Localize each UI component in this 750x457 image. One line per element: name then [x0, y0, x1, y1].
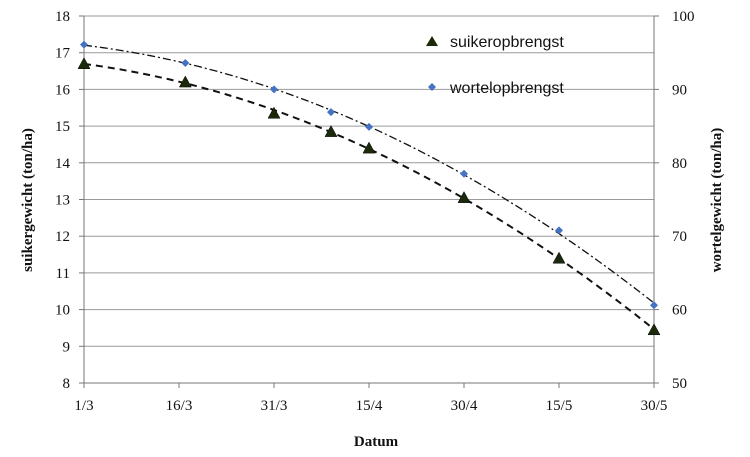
- right-axis-ticks: 50 60 70 80 90 100: [654, 9, 695, 392]
- point-wortelopbrengst: [80, 40, 88, 49]
- x-tick-label: 30/4: [451, 398, 478, 414]
- legend-label-wortelopbrengst: wortelopbrengst: [449, 80, 564, 97]
- right-tick-label: 100: [672, 9, 695, 25]
- point-wortelopbrengst: [181, 58, 190, 67]
- point-suikeropbrengst: [552, 251, 566, 264]
- left-tick-label: 11: [56, 266, 70, 282]
- legend-diamond-marker: [428, 83, 436, 91]
- point-suikeropbrengst: [362, 141, 376, 154]
- point-wortelopbrengst: [327, 108, 335, 117]
- left-tick-label: 8: [63, 376, 71, 392]
- trendlines: [83, 44, 655, 330]
- left-tick-label: 17: [55, 46, 71, 62]
- x-tick-label: 15/5: [546, 398, 573, 414]
- right-tick-label: 80: [672, 156, 687, 172]
- x-tick-label: 1/3: [74, 398, 93, 414]
- x-tick-label: 30/5: [641, 398, 668, 414]
- legend-label-suikeropbrengst: suikeropbrengst: [450, 34, 564, 51]
- left-tick-label: 18: [55, 9, 70, 25]
- point-suikeropbrengst: [457, 191, 471, 203]
- point-suikeropbrengst: [324, 125, 338, 137]
- point-suikeropbrengst: [77, 57, 91, 69]
- x-tick-label: 15/4: [356, 398, 383, 414]
- point-wortelopbrengst: [365, 122, 373, 131]
- left-tick-label: 15: [55, 119, 70, 135]
- x-tick-label: 16/3: [166, 398, 193, 414]
- right-tick-label: 90: [672, 82, 687, 98]
- left-tick-label: 13: [55, 193, 70, 209]
- point-suikeropbrengst: [178, 75, 192, 88]
- right-axis-title: wortelgewicht (ton/ha): [709, 128, 725, 273]
- point-wortelopbrengst: [555, 226, 563, 235]
- gridlines: [84, 15, 654, 347]
- trendline-suikeropbrengst: [83, 62, 655, 330]
- left-tick-label: 12: [55, 229, 70, 245]
- right-tick-label: 60: [672, 303, 687, 319]
- left-tick-label: 16: [55, 82, 71, 98]
- point-wortelopbrengst: [650, 301, 658, 310]
- legend: suikeropbrengst wortelopbrengst: [426, 34, 564, 97]
- point-suikeropbrengst: [647, 323, 661, 336]
- right-tick-label: 50: [672, 376, 687, 392]
- x-axis-title: Datum: [354, 434, 399, 450]
- left-tick-label: 9: [63, 339, 71, 355]
- point-wortelopbrengst: [270, 85, 278, 94]
- left-tick-label: 14: [55, 156, 71, 172]
- x-axis-ticks: 1/3 16/3 31/3 15/4 30/4 15/5 30/5: [74, 383, 667, 414]
- left-axis-title: suikergewicht (ton/ha): [20, 128, 36, 272]
- legend-triangle-marker: [426, 36, 438, 46]
- left-tick-label: 10: [55, 303, 70, 319]
- data-points: [77, 40, 661, 336]
- left-axis-ticks: 8 9 10 11 12 13 14 15 16 17 18: [55, 9, 84, 392]
- x-tick-label: 31/3: [261, 398, 288, 414]
- point-wortelopbrengst: [460, 169, 468, 178]
- point-suikeropbrengst: [267, 106, 281, 119]
- right-tick-label: 70: [672, 229, 687, 245]
